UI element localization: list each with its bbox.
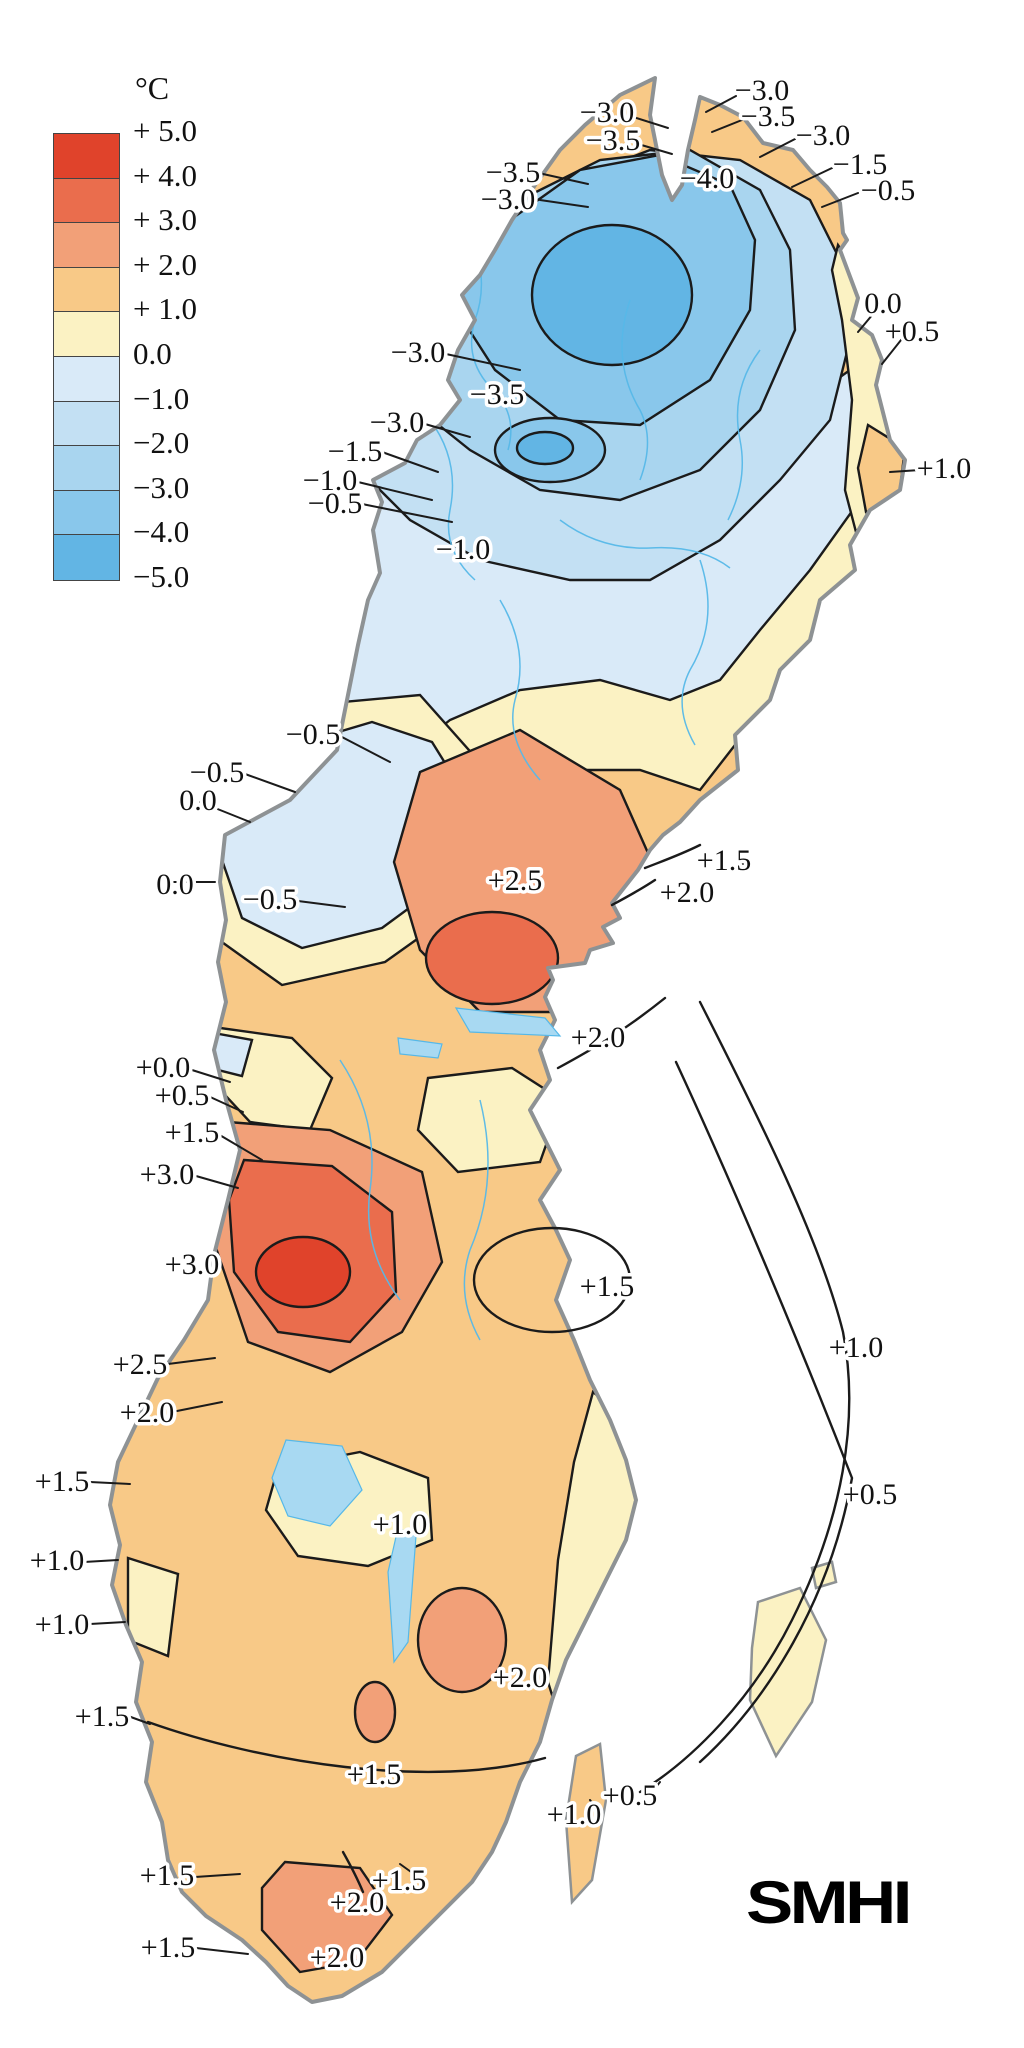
contour-label: −0.5 [243,883,297,916]
legend-swatch-m1 [54,356,119,402]
contour-label: −4.0 [680,162,734,195]
contour-label: +1.5 [35,1465,89,1498]
legend-tick-label: + 2.0 [133,246,197,282]
contour-label: +0.0 [136,1051,190,1084]
legend-tick-label: 0.0 [133,336,172,372]
contour-label: 0.0 [864,287,902,320]
legend-swatch-m5 [54,535,119,580]
contour-label: −3.0 [735,74,789,107]
contour-label: −3.5 [586,124,640,157]
contour-label: −0.5 [190,756,244,789]
contour-label: −0.5 [308,487,362,520]
legend-tick-label: + 1.0 [133,291,197,327]
lake-vanern [271,1439,363,1527]
oland-island [564,1742,608,1905]
legend-tick-label: + 3.0 [133,202,197,238]
contour-label: +1.0 [30,1544,84,1577]
contour-label: 0.0 [156,868,194,901]
legend-swatch-p5 [54,134,119,179]
contour-label: −3.0 [370,406,424,439]
contour-label: +1.5 [697,844,751,877]
contour-label: −0.5 [861,174,915,207]
contour-label: +1.5 [372,1864,426,1897]
legend-tick-label: + 4.0 [133,157,197,193]
contour-label: −3.0 [580,96,634,129]
contour-label: −3.0 [796,119,850,152]
contour-labels: −3.0−3.5−3.0−3.5−3.0−1.5−0.5−3.5−3.0−4.0… [26,71,974,1978]
legend-swatch-p3 [54,223,119,268]
legend-unit-label: °C [135,70,170,106]
sea-contour-lines [146,843,854,1894]
contour-label: +1.5 [140,1859,194,1892]
contour-label: −0.5 [286,718,340,751]
contour-label: −3.0 [391,336,445,369]
legend-tick-label: −5.0 [133,559,190,595]
contour-label: +2.5 [488,864,542,897]
contour-label: +1.0 [829,1331,883,1364]
contour-label: +0.5 [843,1478,897,1511]
contour-label: +3.0 [140,1158,194,1191]
contour-label: +0.5 [885,315,939,348]
legend-swatch-m2 [54,401,119,447]
temperature-bands [126,148,905,1974]
contour-label: +2.0 [310,1941,364,1974]
islands [564,1560,838,1905]
contour-label: +1.0 [35,1608,89,1641]
legend-tick-label: −2.0 [133,425,190,461]
contour-label: +1.5 [165,1116,219,1149]
contour-label: +1.0 [917,452,971,485]
contour-label: +2.0 [660,876,714,909]
smhi-logo: SMHI [746,1869,912,1936]
legend-swatch-p1 [54,312,119,357]
legend-tick-label: −3.0 [133,469,190,505]
contour-label: +2.0 [120,1396,174,1429]
legend-tick-label: −1.0 [133,380,190,416]
contour-label: −3.0 [481,183,535,216]
legend-tick-label: + 5.0 [133,113,197,149]
label-leader-lines [83,95,921,1955]
legend-swatch-m3 [54,446,119,491]
contour-label: −1.5 [328,435,382,468]
contour-label: 0.0 [179,784,217,817]
lake-malaren [454,1007,562,1037]
contour-label: +1.5 [75,1700,129,1733]
contour-label: +1.0 [547,1798,601,1831]
contour-label: +1.5 [347,1758,401,1791]
contour-label: −3.5 [486,156,540,189]
contour-label: +0.5 [603,1779,657,1812]
contour-label: −1.0 [436,533,490,566]
lakes [271,1007,562,1664]
contour-label: −1.5 [833,148,887,181]
contour-label: +1.0 [373,1508,427,1541]
lake-vattern [387,1527,417,1664]
lake-hjalmaren [397,1037,443,1059]
legend-color-scale [53,133,120,581]
contour-label: +2.0 [330,1886,384,1919]
legend-swatch-p4 [54,178,119,224]
contour-label: −3.5 [470,378,524,411]
contour-label: +3.0 [165,1248,219,1281]
legend-swatch-m4 [54,490,119,536]
contour-label: +1.5 [141,1931,195,1964]
contour-label: +2.0 [493,1661,547,1694]
contour-label: −1.0 [303,464,357,497]
contour-label: +2.5 [113,1348,167,1381]
legend-swatch-p2 [54,267,119,313]
contour-label: +0.5 [155,1079,209,1112]
contour-label: +1.5 [580,1270,634,1303]
contour-label: −3.5 [741,100,795,133]
contour-label: +2.0 [571,1021,625,1054]
legend-tick-label: −4.0 [133,514,190,550]
